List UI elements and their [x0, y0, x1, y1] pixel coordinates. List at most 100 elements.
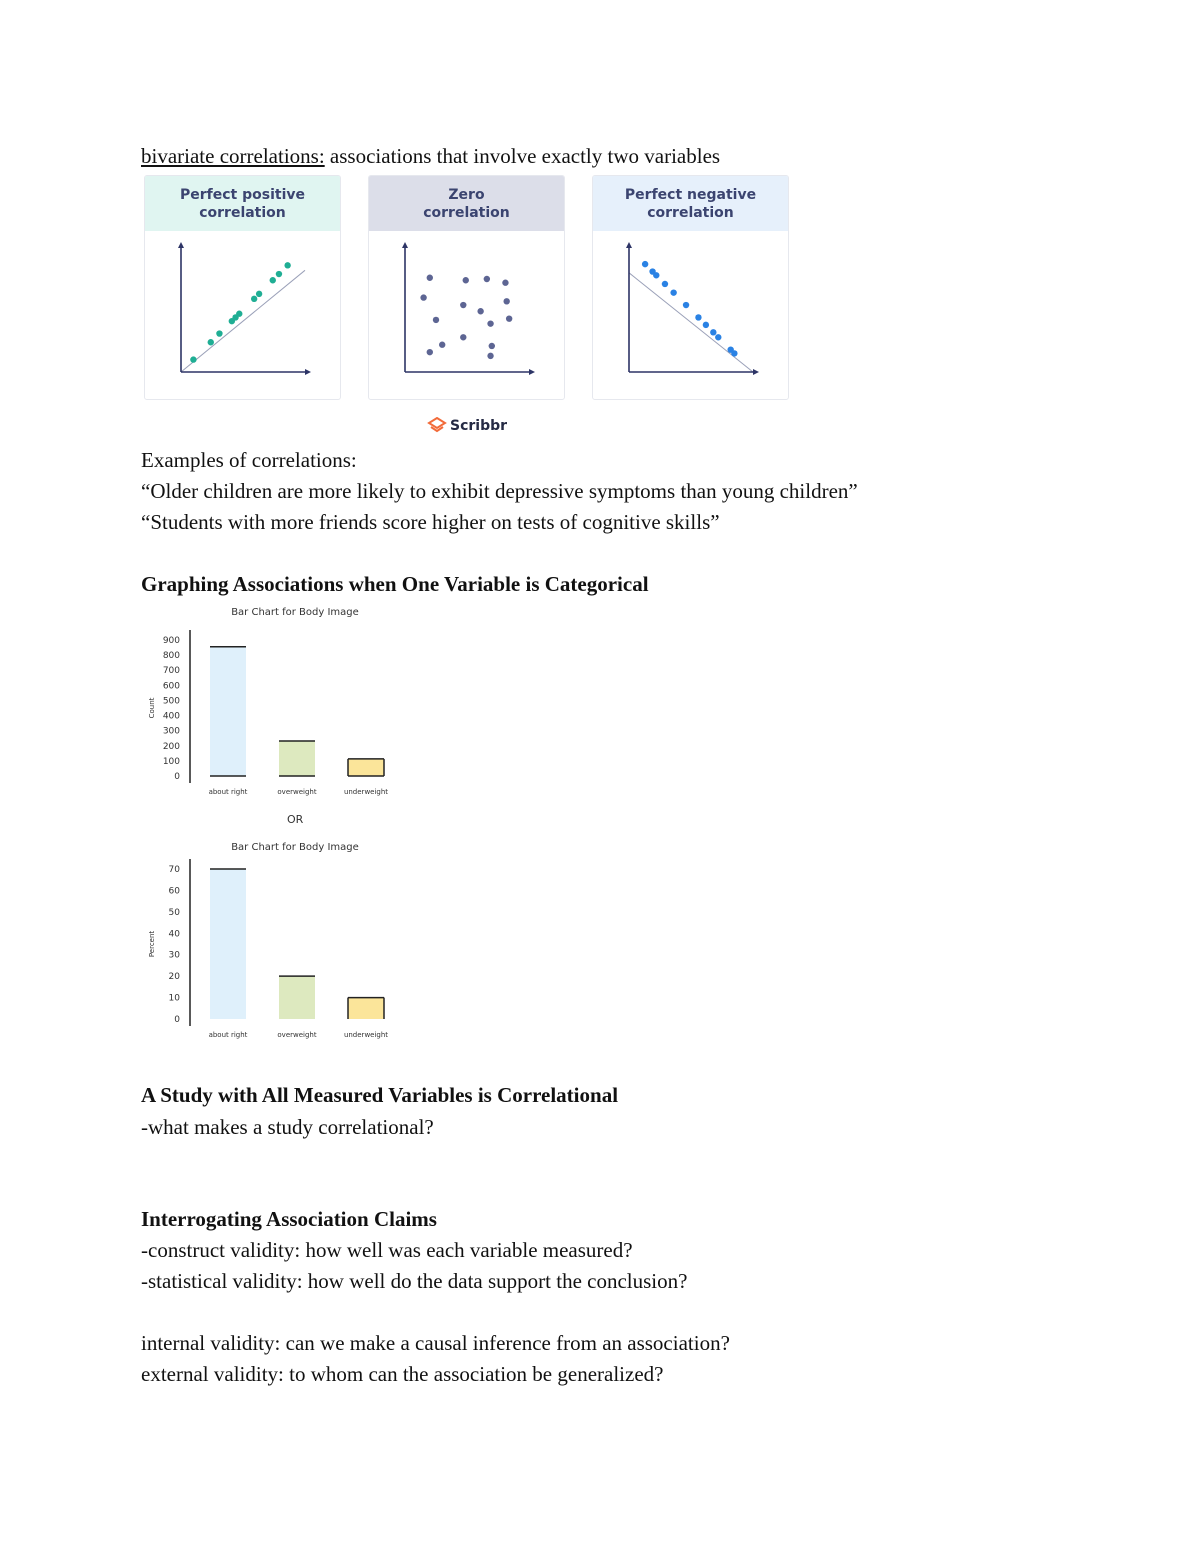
- panel-zero: Zero correlation: [368, 175, 565, 400]
- y-axis-label: Count: [148, 697, 156, 718]
- bar: [348, 758, 384, 776]
- scatter-plot: [402, 242, 535, 375]
- y-tick-label: 70: [169, 865, 181, 875]
- data-point: [487, 352, 494, 360]
- data-point: [488, 342, 495, 350]
- y-tick-label: 600: [163, 681, 180, 691]
- data-point: [426, 348, 433, 356]
- y-axis-arrow-icon: [178, 242, 184, 248]
- x-tick-label: underweight: [344, 1031, 388, 1039]
- y-tick-label: 0: [174, 772, 180, 782]
- example-item: “Older children are more likely to exhib…: [141, 479, 858, 503]
- bar-chart-count: Bar Chart for Body Image Count 0 100 200 300 4…: [148, 607, 388, 796]
- data-point: [502, 279, 509, 286]
- x-tick-label: about right: [209, 788, 248, 796]
- logo-text: Scribbr: [450, 418, 508, 434]
- section-heading: Graphing Associations when One Variable …: [141, 572, 649, 596]
- x-tick-label: overweight: [277, 788, 316, 796]
- panel-title: correlation: [199, 204, 286, 221]
- data-point: [715, 334, 722, 341]
- data-point: [207, 339, 214, 346]
- y-tick-label: 0: [174, 1015, 180, 1025]
- bar: [348, 997, 384, 1019]
- data-point: [702, 321, 710, 329]
- data-point: [255, 290, 263, 298]
- x-tick-label: overweight: [277, 1031, 316, 1039]
- panel-title: Perfect negative: [624, 186, 757, 203]
- y-axis-arrow-icon: [626, 242, 632, 248]
- data-point: [432, 316, 440, 324]
- scatter-plot: [626, 242, 759, 375]
- scribbr-logo: Scribbr: [427, 417, 507, 435]
- data-point: [275, 270, 283, 278]
- x-tick-label: about right: [209, 1031, 248, 1039]
- trend-line: [628, 272, 754, 373]
- intro-line: bivariate correlations: associations tha…: [141, 144, 720, 168]
- term-bivariate-correlations: bivariate correlations:: [141, 144, 325, 168]
- y-tick-label: 30: [169, 951, 181, 961]
- data-point: [695, 314, 702, 321]
- y-tick-label: 20: [169, 972, 181, 982]
- y-axis-arrow-icon: [402, 242, 408, 248]
- y-tick-label: 500: [163, 696, 180, 706]
- trend-line: [180, 269, 306, 373]
- examples-heading: Examples of correlations:: [141, 448, 357, 472]
- or-label: OR: [287, 813, 304, 826]
- section-heading: A Study with All Measured Variables is C…: [141, 1083, 619, 1107]
- example-item: “Students with more friends score higher…: [141, 510, 720, 534]
- x-axis-arrow-icon: [305, 369, 311, 375]
- data-point: [477, 308, 484, 315]
- data-point: [670, 289, 677, 296]
- y-tick-label: 200: [163, 742, 180, 752]
- chart-title: Bar Chart for Body Image: [231, 607, 359, 618]
- panel-perfect-positive: Perfect positive correlation: [144, 175, 341, 400]
- y-axis-label: Percent: [148, 931, 156, 958]
- panel-title: correlation: [647, 204, 734, 221]
- data-point: [269, 277, 276, 284]
- definition: associations that involve exactly two va…: [324, 144, 721, 168]
- body-text: external validity: to whom can the assoc…: [141, 1362, 664, 1386]
- bar: [210, 869, 246, 1019]
- data-point: [483, 275, 491, 283]
- scatter-plot: [178, 242, 311, 375]
- body-text: -what makes a study correlational?: [141, 1115, 434, 1139]
- body-text: -construct validity: how well was each v…: [141, 1238, 633, 1262]
- y-tick-label: 50: [169, 908, 181, 918]
- y-tick-label: 40: [169, 929, 181, 939]
- body-text: -statistical validity: how well do the d…: [141, 1269, 688, 1293]
- y-tick-label: 300: [163, 727, 180, 737]
- section-heading: Interrogating Association Claims: [141, 1207, 437, 1231]
- data-point: [731, 350, 738, 357]
- panel-header: Zero correlation: [369, 176, 564, 231]
- data-point: [661, 280, 669, 288]
- data-point: [460, 301, 467, 309]
- x-axis-arrow-icon: [529, 369, 535, 375]
- data-point: [505, 315, 513, 322]
- data-point: [641, 260, 649, 268]
- y-tick-label: 700: [163, 666, 180, 676]
- bar: [210, 646, 246, 776]
- data-point: [420, 294, 427, 301]
- panel-title: Perfect positive: [180, 186, 305, 203]
- data-point: [682, 301, 690, 309]
- data-point: [250, 295, 258, 303]
- data-point: [190, 356, 197, 363]
- y-tick-label: 400: [163, 712, 180, 722]
- bar-chart-percent: Bar Chart for Body Image Percent 0 10 20 30 40…: [148, 842, 388, 1039]
- y-tick-label: 10: [169, 994, 181, 1004]
- panel-header: Perfect positive correlation: [145, 176, 340, 231]
- data-point: [439, 341, 446, 348]
- data-point: [284, 262, 291, 269]
- panel-header: Perfect negative correlation: [593, 176, 788, 231]
- data-point: [462, 277, 469, 284]
- x-tick-label: underweight: [344, 788, 388, 796]
- bar: [279, 740, 315, 776]
- data-point: [236, 310, 243, 317]
- panel-perfect-negative: Perfect negative correlation: [592, 175, 789, 400]
- data-point: [426, 274, 433, 281]
- y-tick-label: 60: [169, 886, 181, 896]
- data-point: [503, 298, 510, 305]
- body-text: internal validity: can we make a causal …: [141, 1331, 730, 1355]
- data-point: [487, 320, 494, 327]
- bar: [279, 976, 315, 1019]
